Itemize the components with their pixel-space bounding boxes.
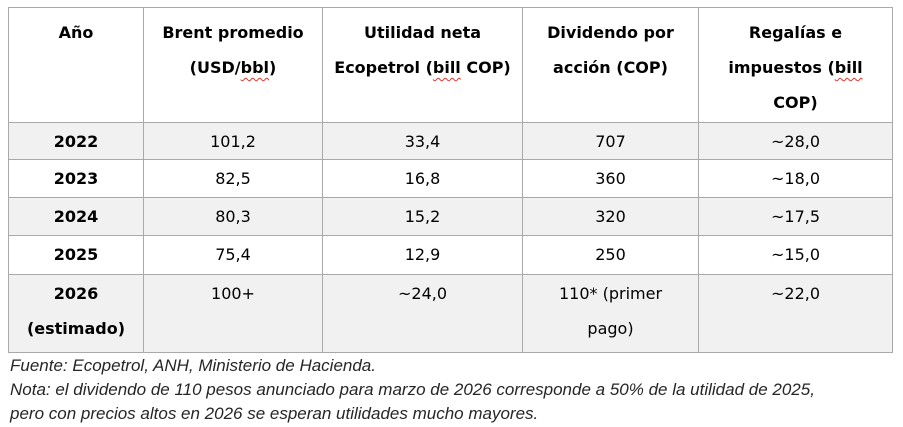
year-cell: 2025 — [8, 235, 144, 275]
misspelled-word-bill-2: bill — [834, 58, 863, 77]
table-row-2024: 2024 80,3 15,2 320 ~17,5 — [8, 197, 893, 236]
dividendo-cell: 250 — [522, 235, 699, 275]
header-brent: Brent promedio (USD/bbl) — [143, 7, 323, 123]
header-regalias-unit-pre: impuestos ( — [728, 58, 835, 77]
header-ano-label: Año — [58, 23, 94, 42]
header-regalias-line1: Regalías e — [748, 23, 843, 42]
header-utilidad-unit-pre: Ecopetrol ( — [334, 58, 433, 77]
brent-cell: 75,4 — [143, 235, 323, 275]
regalias-cell: ~22,0 — [698, 274, 893, 353]
dividendo-line1: 110* (primer — [558, 284, 663, 303]
table-row-2025: 2025 75,4 12,9 250 ~15,0 — [8, 235, 893, 275]
table-row-2023: 2023 82,5 16,8 360 ~18,0 — [8, 159, 893, 198]
regalias-cell: ~28,0 — [698, 122, 893, 160]
year-cell: 2022 — [8, 122, 144, 160]
dividendo-cell: 360 — [522, 159, 699, 198]
regalias-cell: ~18,0 — [698, 159, 893, 198]
header-brent-unit-post: ) — [269, 58, 277, 77]
header-dividendo-line1: Dividendo por — [547, 23, 674, 42]
table-header-row: Año Brent promedio (USD/bbl) Utilidad ne… — [8, 7, 893, 123]
header-ano: Año — [8, 7, 144, 123]
header-dividendo-line2: acción (COP) — [553, 58, 668, 77]
dividendo-line2: pago) — [587, 319, 634, 338]
year-cell: 2023 — [8, 159, 144, 198]
brent-cell: 100+ — [143, 274, 323, 353]
source-note: Fuente: Ecopetrol, ANH, Ministerio de Ha… — [10, 356, 376, 375]
table-row-2022: 2022 101,2 33,4 707 ~28,0 — [8, 122, 893, 160]
dividendo-cell: 110* (primer pago) — [522, 274, 699, 353]
dividendo-cell: 320 — [522, 197, 699, 236]
notes-section: Fuente: Ecopetrol, ANH, Ministerio de Ha… — [10, 354, 842, 426]
year-cell: 2024 — [8, 197, 144, 236]
header-utilidad: Utilidad neta Ecopetrol (bill COP) — [322, 7, 523, 123]
year-cell: 2026 (estimado) — [8, 274, 144, 353]
table-header: Año Brent promedio (USD/bbl) Utilidad ne… — [8, 7, 893, 123]
regalias-cell: ~17,5 — [698, 197, 893, 236]
year-line1: 2026 — [53, 284, 99, 303]
header-regalias: Regalías e impuestos (bill COP) — [698, 7, 893, 123]
header-utilidad-unit-post: COP) — [460, 58, 511, 77]
misspelled-word-bill: bill — [432, 58, 461, 77]
utilidad-cell: 33,4 — [322, 122, 523, 160]
header-brent-line1: Brent promedio — [162, 23, 304, 42]
footnote: Nota: el dividendo de 110 pesos anunciad… — [10, 380, 815, 423]
utilidad-cell: 12,9 — [322, 235, 523, 275]
header-regalias-line2: impuestos (bill — [705, 50, 886, 85]
brent-cell: 101,2 — [143, 122, 323, 160]
header-utilidad-line2: Ecopetrol (bill COP) — [329, 50, 516, 85]
header-regalias-line3: COP) — [773, 93, 818, 112]
utilidad-cell: 15,2 — [322, 197, 523, 236]
table-body: 2022 101,2 33,4 707 ~28,0 2023 82,5 16,8… — [8, 122, 893, 353]
ecopetrol-results-table: Año Brent promedio (USD/bbl) Utilidad ne… — [8, 7, 893, 353]
header-brent-line2: (USD/bbl) — [150, 50, 316, 85]
misspelled-word-bbl: bbl — [240, 58, 270, 77]
brent-cell: 80,3 — [143, 197, 323, 236]
header-brent-unit-pre: (USD/ — [189, 58, 241, 77]
header-dividendo: Dividendo por acción (COP) — [522, 7, 699, 123]
regalias-cell: ~15,0 — [698, 235, 893, 275]
table-row-2026-estimado: 2026 (estimado) 100+ ~24,0 110* (primer … — [8, 274, 893, 353]
utilidad-cell: 16,8 — [322, 159, 523, 198]
dividendo-cell: 707 — [522, 122, 699, 160]
year-line2: (estimado) — [26, 319, 126, 338]
brent-cell: 82,5 — [143, 159, 323, 198]
utilidad-cell: ~24,0 — [322, 274, 523, 353]
header-utilidad-line1: Utilidad neta — [363, 23, 482, 42]
